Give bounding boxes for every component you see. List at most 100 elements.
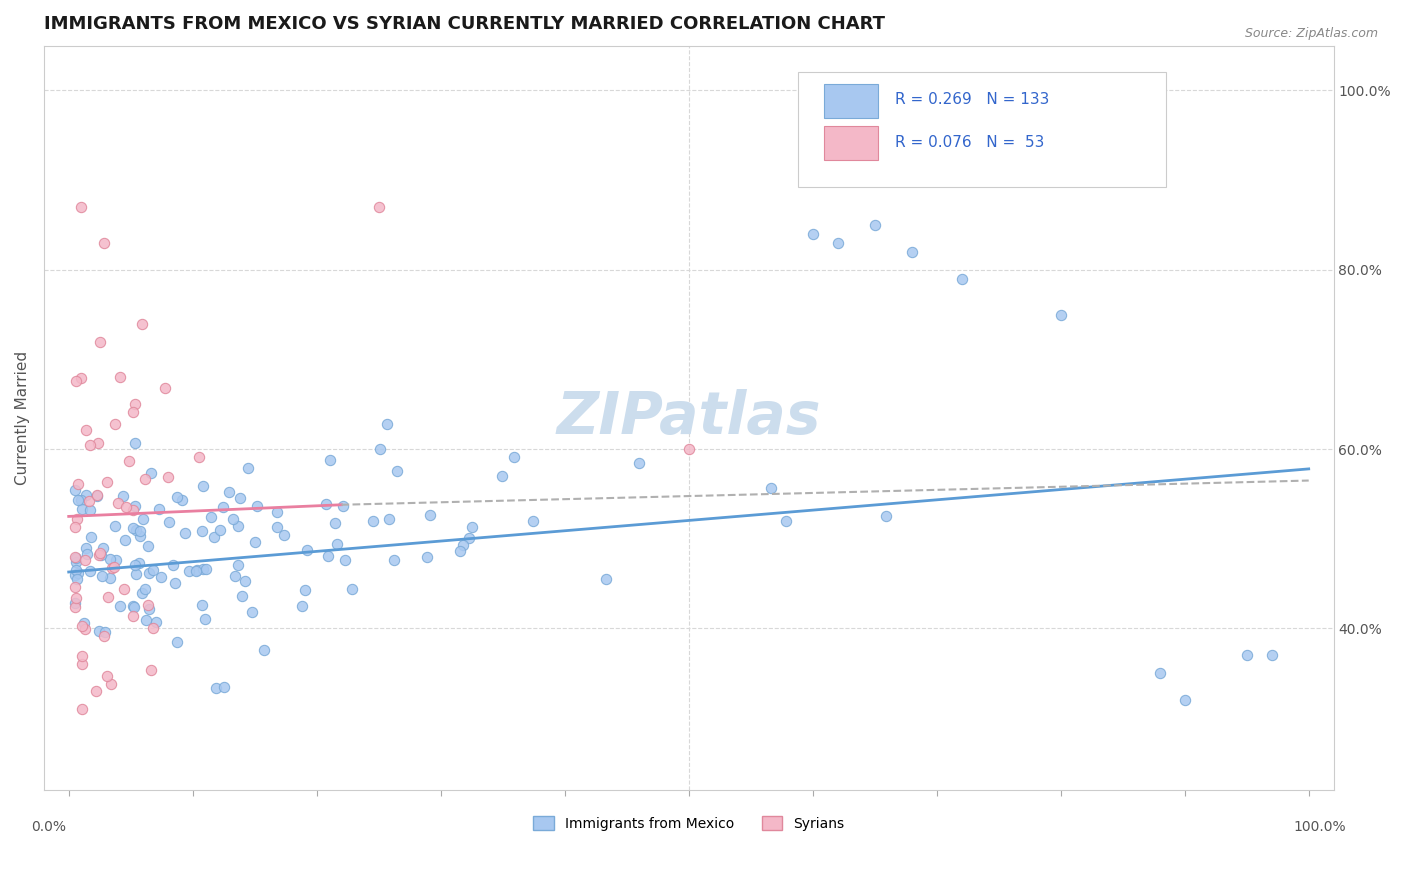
Point bbox=[122, 521, 145, 535]
Point bbox=[63, 483, 86, 498]
Point bbox=[595, 572, 617, 586]
Point bbox=[170, 492, 193, 507]
Point bbox=[138, 601, 160, 615]
Point bbox=[65, 591, 87, 605]
Point bbox=[319, 452, 342, 467]
Point bbox=[156, 470, 179, 484]
Point bbox=[148, 502, 170, 516]
Text: ZIPatlas: ZIPatlas bbox=[557, 389, 821, 446]
Point bbox=[129, 524, 152, 538]
Point bbox=[226, 558, 249, 573]
Point bbox=[125, 523, 148, 537]
Point bbox=[118, 454, 141, 468]
Text: 0.0%: 0.0% bbox=[31, 820, 66, 834]
Point bbox=[72, 701, 94, 715]
Point bbox=[191, 561, 214, 575]
Point bbox=[108, 369, 131, 384]
Point bbox=[91, 569, 114, 583]
Point bbox=[65, 555, 87, 569]
Point bbox=[80, 530, 103, 544]
Point bbox=[266, 520, 288, 534]
Point bbox=[122, 599, 145, 613]
Point bbox=[231, 589, 253, 603]
Text: R = 0.269   N = 133: R = 0.269 N = 133 bbox=[896, 93, 1049, 108]
Point bbox=[240, 606, 263, 620]
Point bbox=[66, 512, 89, 526]
Point bbox=[200, 509, 222, 524]
Point bbox=[236, 461, 259, 475]
Point bbox=[75, 553, 97, 567]
Point bbox=[166, 490, 188, 504]
Point bbox=[1049, 308, 1071, 322]
Point bbox=[233, 574, 256, 589]
Point bbox=[76, 547, 98, 561]
Point bbox=[245, 535, 267, 549]
Point bbox=[863, 218, 886, 232]
Legend: Immigrants from Mexico, Syrians: Immigrants from Mexico, Syrians bbox=[527, 811, 851, 837]
Point bbox=[218, 485, 240, 500]
Point bbox=[98, 571, 121, 585]
Point bbox=[122, 503, 145, 517]
Point bbox=[124, 436, 146, 450]
Point bbox=[1174, 693, 1197, 707]
Point bbox=[212, 680, 235, 694]
Point bbox=[186, 563, 208, 577]
Point bbox=[1149, 666, 1171, 681]
Point bbox=[93, 235, 115, 250]
Point bbox=[138, 566, 160, 580]
Point bbox=[153, 381, 176, 395]
Point bbox=[63, 596, 86, 610]
Point bbox=[901, 244, 924, 259]
Point bbox=[122, 600, 145, 615]
Point bbox=[104, 519, 127, 533]
Point bbox=[98, 552, 121, 566]
Point bbox=[66, 572, 89, 586]
Point bbox=[79, 494, 101, 508]
Point bbox=[96, 475, 118, 489]
Point bbox=[266, 505, 288, 519]
Point bbox=[294, 583, 316, 598]
Point bbox=[100, 677, 122, 691]
Text: 100.0%: 100.0% bbox=[1294, 820, 1347, 834]
Point bbox=[75, 423, 97, 437]
Point bbox=[124, 558, 146, 573]
Point bbox=[678, 442, 700, 457]
Point bbox=[104, 417, 127, 431]
Point bbox=[131, 317, 153, 331]
Y-axis label: Currently Married: Currently Married bbox=[15, 351, 30, 485]
Point bbox=[72, 657, 94, 672]
Point bbox=[142, 563, 165, 577]
Point bbox=[323, 516, 346, 530]
Point bbox=[107, 496, 129, 510]
Point bbox=[205, 681, 228, 695]
Point bbox=[627, 456, 650, 470]
Point bbox=[63, 550, 86, 565]
Point bbox=[121, 405, 143, 419]
Point bbox=[142, 621, 165, 635]
Point bbox=[87, 548, 110, 562]
Point bbox=[1260, 648, 1282, 663]
Point bbox=[228, 491, 250, 506]
Point bbox=[246, 499, 269, 513]
Point bbox=[75, 541, 97, 556]
Point bbox=[367, 200, 389, 214]
Point bbox=[86, 487, 108, 501]
Point bbox=[375, 417, 398, 431]
Point bbox=[101, 560, 124, 574]
Text: Source: ZipAtlas.com: Source: ZipAtlas.com bbox=[1244, 27, 1378, 40]
Point bbox=[177, 564, 200, 578]
Point bbox=[378, 511, 401, 525]
Point bbox=[136, 599, 159, 613]
Point bbox=[775, 514, 797, 528]
Point bbox=[79, 438, 101, 452]
Point bbox=[135, 613, 157, 627]
Point bbox=[132, 512, 155, 526]
Point bbox=[125, 567, 148, 582]
Point bbox=[70, 618, 93, 632]
Point bbox=[86, 489, 108, 503]
Point bbox=[827, 235, 849, 250]
Point bbox=[502, 450, 524, 465]
Point bbox=[111, 489, 134, 503]
Point bbox=[94, 624, 117, 639]
Point bbox=[187, 450, 209, 464]
